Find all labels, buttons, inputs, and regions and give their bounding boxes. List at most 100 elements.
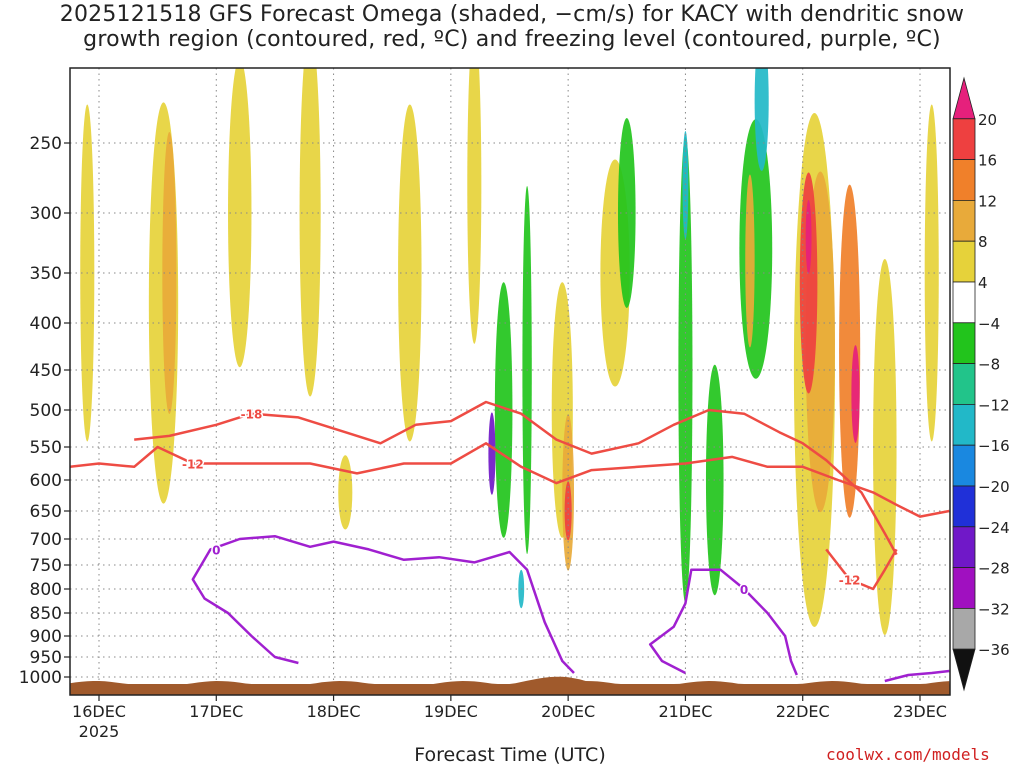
dgz-contour-label-2: -12 — [839, 573, 861, 587]
colorbar-swatch-1 — [952, 118, 976, 161]
colorbar-label-12: −32 — [978, 600, 1010, 618]
colorbar-swatch-3 — [952, 199, 976, 242]
colorbar-label-4: 4 — [978, 274, 988, 292]
title-line-1: 2025121518 GFS Forecast Omega (shaded, −… — [59, 2, 965, 27]
y-axis: 250 300 350 400 450 500 550 600 650 700 750 800 850 9… — [19, 134, 70, 688]
omega-blob-6 — [398, 104, 422, 442]
freezing-contour-1: 0 — [648, 568, 798, 676]
y-tick-label-700: 700 — [30, 530, 62, 550]
colorbar-swatch-6 — [952, 322, 976, 364]
colorbar-swatch-5 — [952, 281, 976, 324]
dgz-contour-1: -18 — [134, 400, 898, 556]
colorbar-swatch-12 — [952, 567, 976, 609]
y-tick-label-400: 400 — [30, 314, 62, 334]
y-tick-label-800: 800 — [30, 580, 62, 600]
x-tick-sublabel-16DEC: 2025 — [79, 722, 120, 741]
x-tick-label-17DEC: 17DEC — [189, 702, 243, 721]
x-tick-label-18DEC: 18DEC — [307, 702, 361, 721]
omega-blob-25 — [799, 172, 818, 394]
colorbar-label-10: −24 — [978, 519, 1010, 537]
colorbar-label-7: −12 — [978, 396, 1010, 414]
omega-blob-21 — [754, 68, 769, 171]
colorbar-swatch-10 — [952, 485, 976, 528]
dgz-contour-label-0: -12 — [182, 458, 204, 472]
omega-blob-20 — [739, 119, 773, 379]
y-tick-label-500: 500 — [30, 401, 62, 421]
colorbar-swatch-4 — [952, 240, 976, 283]
omega-blob-9 — [488, 412, 496, 495]
x-tick-label-21DEC: 21DEC — [658, 702, 712, 721]
dgz-contour-2: -12 — [825, 548, 898, 591]
colorbar-label-11: −28 — [978, 560, 1010, 578]
colorbar-swatch-2 — [952, 159, 976, 201]
y-tick-label-1000: 1000 — [19, 668, 62, 688]
y-tick-label-750: 750 — [30, 556, 62, 576]
omega-blob-4 — [299, 68, 321, 397]
colorbar-label-2: 12 — [978, 192, 997, 210]
colorbar-cap-top — [952, 76, 976, 120]
omega-blob-5 — [338, 455, 353, 530]
freezing-contour-2 — [884, 669, 950, 683]
colorbar-label-5: −4 — [978, 315, 1000, 333]
colorbar-cap-bottom — [952, 648, 976, 692]
dgz-contour-line-1 — [134, 400, 898, 556]
x-tick-label-22DEC: 22DEC — [776, 702, 830, 721]
y-tick-label-950: 950 — [30, 648, 62, 668]
y-tick-label-300: 300 — [30, 204, 62, 224]
grid-lines — [70, 68, 950, 695]
freezing-contour-line-2 — [884, 669, 950, 683]
omega-blob-3 — [228, 68, 252, 368]
colorbar-label-0: 20 — [978, 111, 997, 129]
colorbar-swatch-8 — [952, 403, 976, 446]
y-tick-label-650: 650 — [30, 502, 62, 522]
freezing-contour-0: 0 — [191, 534, 575, 674]
y-tick-label-850: 850 — [30, 604, 62, 624]
colorbar-label-3: 8 — [978, 233, 988, 251]
colorbar-swatch-7 — [952, 363, 976, 405]
omega-blob-28 — [851, 345, 860, 443]
colorbar-label-8: −16 — [978, 437, 1010, 455]
credit-text[interactable]: coolwx.com/models — [826, 745, 990, 764]
plot-frame — [69, 67, 951, 696]
y-tick-label-350: 350 — [30, 264, 62, 284]
colorbar-swatch-11 — [952, 526, 976, 568]
x-tick-label-19DEC: 19DEC — [424, 702, 478, 721]
y-tick-label-250: 250 — [30, 134, 62, 154]
dgz-contour-label-1: -18 — [241, 408, 263, 422]
title-line-2: growth region (contoured, red, ºC) and f… — [83, 27, 941, 52]
omega-blob-22 — [745, 174, 755, 348]
colorbar-label-13: −36 — [978, 641, 1010, 659]
omega-blob-14 — [564, 481, 572, 541]
colorbar-label-6: −8 — [978, 356, 1000, 374]
colorbar-label-9: −20 — [978, 478, 1010, 496]
y-tick-label-450: 450 — [30, 361, 62, 381]
colorbar: 20 16 12 8 4 −4 −8 −12 −16 −20 −24 −28 −32 −36 — [952, 76, 1010, 692]
y-tick-label-900: 900 — [30, 627, 62, 647]
freezing-contour-line-1 — [648, 568, 798, 676]
omega-blob-8 — [494, 282, 513, 538]
freezing-contour-label-1: 0 — [740, 583, 748, 597]
dgz-contour-line-0 — [70, 442, 950, 518]
freezing-contour-label-0: 0 — [212, 543, 220, 557]
plot-area: -12 -18 -12 0 0 — [70, 68, 950, 695]
omega-blob-7 — [467, 68, 482, 344]
omega-blob-30 — [924, 104, 939, 442]
colorbar-swatch-13 — [952, 608, 976, 650]
omega-blob-17 — [678, 137, 693, 603]
freezing-contour-line-0 — [191, 534, 575, 674]
omega-blob-26 — [805, 200, 812, 274]
chart-title: 2025121518 GFS Forecast Omega (shaded, −… — [0, 2, 1024, 52]
x-axis-title: Forecast Time (UTC) — [414, 744, 606, 766]
colorbar-label-1: 16 — [978, 152, 997, 170]
terrain-surface — [70, 676, 950, 695]
x-tick-label-16DEC: 16DEC — [72, 702, 126, 721]
dgz-contour-0: -12 — [70, 442, 950, 518]
dgz-contour-line-2 — [825, 548, 898, 591]
y-tick-label-600: 600 — [30, 471, 62, 491]
y-tick-label-550: 550 — [30, 438, 62, 458]
x-tick-label-23DEC: 23DEC — [893, 702, 947, 721]
x-tick-label-20DEC: 20DEC — [541, 702, 595, 721]
colorbar-swatch-9 — [952, 444, 976, 487]
